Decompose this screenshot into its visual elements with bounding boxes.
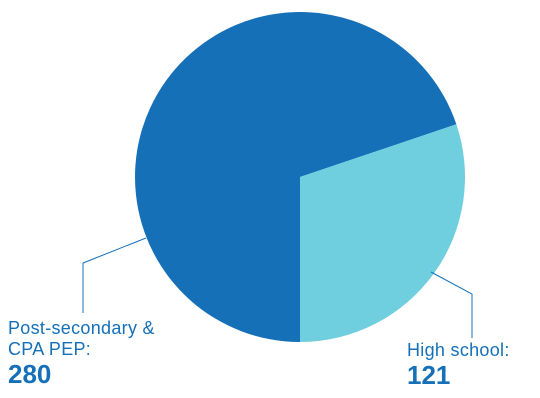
slice-value-high-school: 121	[407, 360, 451, 390]
slice-label-post-secondary: Post-secondary & CPA PEP: 280	[8, 318, 155, 388]
slice-value-post-secondary: 280	[8, 359, 52, 389]
leader-line-high-school	[430, 271, 473, 338]
pie-slice-high-school	[300, 124, 466, 342]
slice-label-post-secondary-line-1: Post-secondary &	[8, 318, 155, 338]
leader-line-post-secondary	[82, 237, 147, 313]
slice-label-high-school: High school: 121	[407, 340, 510, 389]
pie-slice-post-secondary	[135, 11, 457, 342]
slice-label-post-secondary-line-2: CPA PEP:	[8, 339, 92, 359]
slice-label-high-school-line-1: High school:	[407, 340, 510, 360]
